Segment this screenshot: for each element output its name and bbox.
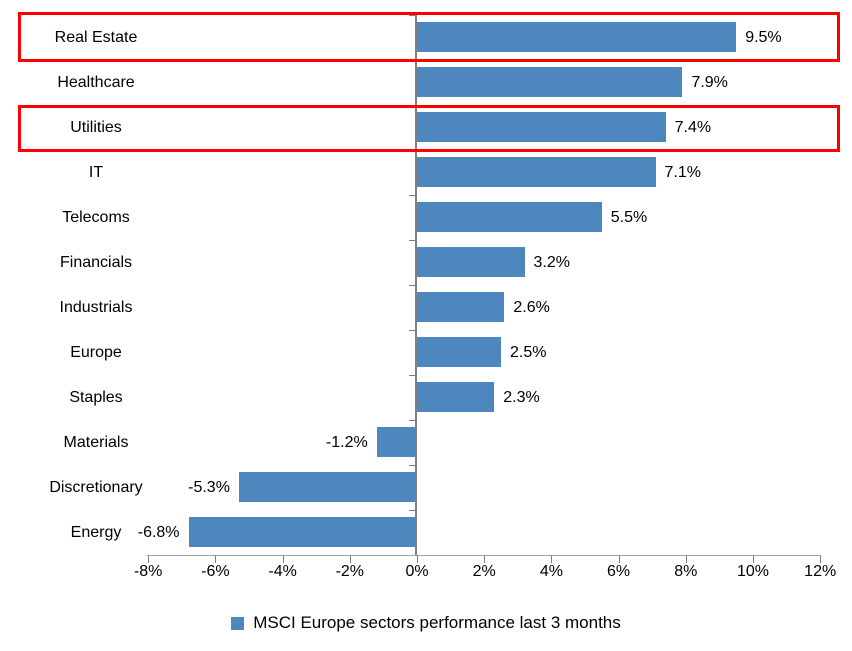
- x-tick-label-8: -8%: [133, 563, 163, 580]
- category-label-staples: Staples: [69, 389, 123, 406]
- legend-marker-square: [231, 616, 245, 630]
- value-label-energy: -6.8%: [137, 524, 180, 541]
- y-axis-tick: [409, 195, 417, 196]
- category-label-europe: Europe: [70, 344, 122, 361]
- category-label-discretionary: Discretionary: [49, 479, 143, 496]
- x-tick-label-4: -4%: [268, 563, 297, 580]
- category-label-utilities: Utilities: [70, 119, 122, 136]
- x-tick-label-8: 8%: [674, 563, 698, 580]
- x-tick-label-4: 4%: [539, 563, 563, 580]
- value-label-industrials: 2.6%: [513, 299, 550, 316]
- x-axis-tick: [685, 555, 687, 563]
- bar-utilities: [417, 112, 666, 142]
- value-label-discretionary: -5.3%: [188, 479, 230, 496]
- x-axis-tick: [417, 555, 418, 563]
- x-tick-label-2: -2%: [335, 563, 365, 580]
- x-axis-tick: [551, 555, 553, 563]
- x-axis-tick: [753, 555, 754, 563]
- bar-real-estate: [417, 22, 737, 52]
- category-label-energy: Energy: [70, 524, 122, 541]
- value-label-telecoms: 5.5%: [610, 209, 648, 226]
- x-axis-tick: [148, 555, 150, 563]
- bar-materials: [376, 427, 417, 457]
- x-axis-tick: [349, 555, 351, 563]
- legend-label: MSCI Europe sectors performance last 3 m…: [253, 613, 621, 632]
- value-label-it: 7.1%: [664, 164, 702, 181]
- x-tick-label-6: 6%: [607, 563, 631, 580]
- value-label-europe: 2.5%: [510, 344, 547, 361]
- value-label-staples: 2.3%: [503, 389, 540, 406]
- x-axis-tick: [215, 555, 217, 563]
- x-tick-label-6: -6%: [201, 563, 230, 580]
- category-label-materials: Materials: [63, 434, 129, 451]
- bar-europe: [417, 337, 501, 367]
- x-tick-label-12: 12%: [804, 563, 837, 580]
- value-label-utilities: 7.4%: [674, 119, 712, 136]
- y-axis-tick: [409, 285, 417, 286]
- highlight-box-utilities: [18, 105, 840, 152]
- category-label-industrials: Industrials: [59, 299, 133, 316]
- bar-energy: [188, 517, 417, 547]
- bar-healthcare: [417, 67, 683, 97]
- x-axis-tick: [820, 555, 822, 563]
- category-label-real-estate: Real Estate: [54, 29, 138, 46]
- category-label-it: IT: [88, 164, 104, 181]
- x-tick-label-2: 2%: [472, 563, 496, 580]
- y-axis-tick: [409, 420, 417, 421]
- bar-financials: [417, 247, 525, 277]
- x-axis-tick: [282, 555, 284, 563]
- x-tick-label-0: 0%: [405, 563, 429, 580]
- category-label-healthcare: Healthcare: [57, 74, 135, 91]
- y-axis-tick: [409, 465, 417, 466]
- y-axis-tick: [409, 15, 417, 16]
- chart-legend: MSCI Europe sectors performance last 3 m…: [0, 608, 852, 638]
- y-axis-tick: [409, 240, 417, 241]
- highlight-box-real-estate: [18, 12, 840, 62]
- value-label-healthcare: 7.9%: [691, 74, 728, 91]
- x-tick-label-10: 10%: [736, 563, 770, 580]
- bar-telecoms: [417, 202, 602, 232]
- value-label-real-estate: 9.5%: [745, 29, 782, 46]
- category-label-telecoms: Telecoms: [62, 209, 130, 226]
- x-axis-tick: [618, 555, 620, 563]
- x-axis-tick: [484, 555, 486, 563]
- bar-industrials: [417, 292, 505, 322]
- bar-it: [417, 157, 656, 187]
- value-label-financials: 3.2%: [533, 254, 570, 271]
- bar-discretionary: [238, 472, 417, 502]
- y-axis-tick: [409, 375, 417, 376]
- value-label-materials: -1.2%: [325, 434, 368, 451]
- category-label-financials: Financials: [59, 254, 133, 271]
- y-axis-tick: [409, 510, 417, 511]
- y-axis-tick: [409, 330, 417, 331]
- bar-staples: [417, 382, 495, 412]
